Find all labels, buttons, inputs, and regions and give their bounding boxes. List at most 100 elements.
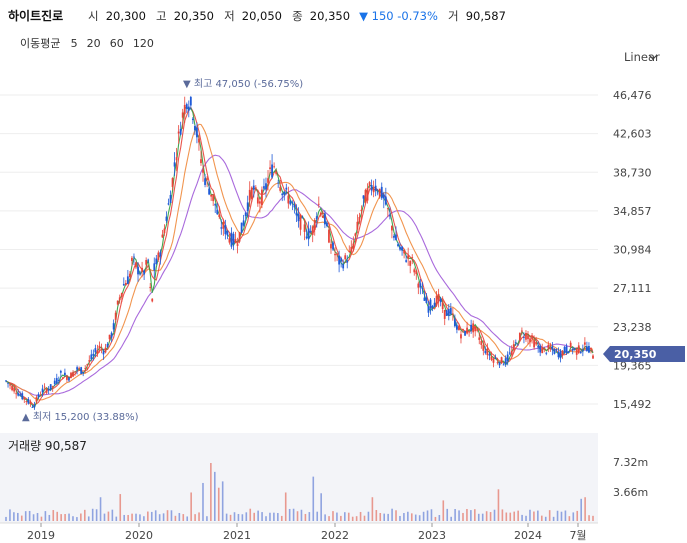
candle-body bbox=[230, 232, 233, 247]
candle-body bbox=[141, 267, 143, 272]
candle-body bbox=[234, 239, 237, 243]
volume-bar bbox=[147, 511, 149, 521]
candle-body bbox=[527, 335, 529, 340]
last-price-badge: 20,350 bbox=[603, 346, 685, 362]
volume-bar bbox=[198, 512, 200, 521]
candle-body bbox=[177, 131, 180, 134]
volume-bar bbox=[76, 517, 78, 521]
candle-body bbox=[261, 189, 263, 206]
volume-bar bbox=[391, 508, 393, 521]
candle-body bbox=[133, 256, 135, 258]
volume-bar bbox=[64, 514, 66, 521]
ma-legend[interactable]: 이동평균 5 20 60 120 bbox=[20, 32, 154, 51]
volume-bar bbox=[150, 511, 153, 521]
candle-body bbox=[161, 234, 164, 238]
price-tick-label: 27,111 bbox=[613, 282, 652, 295]
candle-body bbox=[326, 222, 328, 227]
volume-bar bbox=[340, 515, 342, 521]
volume-bar bbox=[103, 513, 106, 521]
candle-body bbox=[484, 350, 487, 354]
volume-panel-bg bbox=[0, 433, 598, 523]
volume-bar bbox=[83, 509, 86, 521]
candle-body bbox=[244, 212, 247, 217]
candle-body bbox=[277, 182, 280, 184]
volume-label: 거 bbox=[448, 9, 459, 23]
candle-body bbox=[76, 367, 78, 370]
candle-body bbox=[84, 368, 87, 369]
candle-body bbox=[573, 348, 576, 350]
candle-body bbox=[443, 309, 446, 319]
candle-body bbox=[437, 293, 440, 302]
volume-bar bbox=[111, 509, 114, 521]
volume-bar bbox=[458, 510, 460, 521]
volume-bar bbox=[237, 513, 240, 521]
candle-body bbox=[295, 212, 298, 216]
candle-body bbox=[523, 337, 525, 338]
time-tick-label: 2022 bbox=[321, 529, 349, 542]
candle-body bbox=[216, 209, 219, 215]
candle-body bbox=[193, 126, 196, 131]
candle-body bbox=[283, 191, 286, 195]
volume-bar bbox=[403, 513, 405, 521]
candle-body bbox=[94, 348, 97, 353]
volume-bar bbox=[273, 512, 275, 521]
candle-body bbox=[352, 243, 355, 249]
candle-body bbox=[74, 371, 76, 373]
candle-body bbox=[49, 384, 52, 390]
candle-body bbox=[72, 372, 74, 377]
volume-bar bbox=[225, 513, 228, 521]
candle-body bbox=[346, 260, 349, 263]
candle-body bbox=[468, 331, 471, 333]
candle-body bbox=[504, 358, 507, 365]
candle-body bbox=[569, 342, 572, 348]
candle-body bbox=[559, 350, 562, 359]
candle-body bbox=[486, 348, 489, 356]
volume-bar bbox=[344, 512, 346, 521]
candle-body bbox=[391, 226, 393, 231]
volume-bar bbox=[316, 511, 319, 521]
candle-body bbox=[23, 398, 26, 400]
candle-body bbox=[388, 215, 391, 217]
candle-body bbox=[191, 118, 194, 120]
volume-bar bbox=[336, 512, 338, 521]
low-label: 저 bbox=[224, 9, 235, 23]
scale-toggle-button[interactable]: Linear bbox=[624, 50, 660, 64]
volume-bar bbox=[135, 513, 137, 521]
volume-bar bbox=[418, 515, 421, 521]
candle-body bbox=[336, 253, 338, 256]
candle-body bbox=[370, 185, 373, 191]
volume-bar bbox=[355, 516, 358, 521]
candle-body bbox=[200, 159, 202, 164]
candle-body bbox=[147, 259, 150, 261]
candle-body bbox=[551, 346, 554, 350]
candle-body bbox=[218, 214, 221, 218]
price-tick-label: 42,603 bbox=[613, 128, 652, 141]
candle-body bbox=[173, 162, 176, 167]
candle-body bbox=[537, 345, 540, 348]
low-annotation: ▲ 최저 15,200 (33.88%) bbox=[22, 411, 139, 423]
volume-bar bbox=[162, 513, 165, 521]
candle-body bbox=[395, 234, 397, 241]
open-label: 시 bbox=[88, 9, 99, 23]
volume-bar bbox=[367, 511, 370, 521]
volume-bar bbox=[513, 511, 516, 521]
candle-body bbox=[59, 370, 62, 373]
candle-body bbox=[155, 258, 158, 264]
candle-body bbox=[250, 187, 253, 199]
high-annotation: ▼ 최고 47,050 (-56.75%) bbox=[183, 78, 303, 90]
candle-body bbox=[435, 295, 438, 306]
candle-body bbox=[301, 217, 304, 219]
volume-bar bbox=[517, 510, 519, 521]
candle-body bbox=[502, 364, 505, 366]
volume-bar bbox=[572, 512, 575, 521]
high-value: 20,350 bbox=[174, 9, 214, 23]
candle-body bbox=[68, 378, 70, 381]
candle-body bbox=[181, 112, 184, 118]
close-value: 20,350 bbox=[310, 9, 350, 23]
volume-bar bbox=[379, 513, 382, 521]
candle-body bbox=[183, 104, 186, 115]
volume-bar bbox=[466, 508, 468, 521]
candle-body bbox=[423, 297, 426, 301]
candle-body bbox=[590, 347, 592, 349]
volume-bar bbox=[194, 514, 196, 521]
